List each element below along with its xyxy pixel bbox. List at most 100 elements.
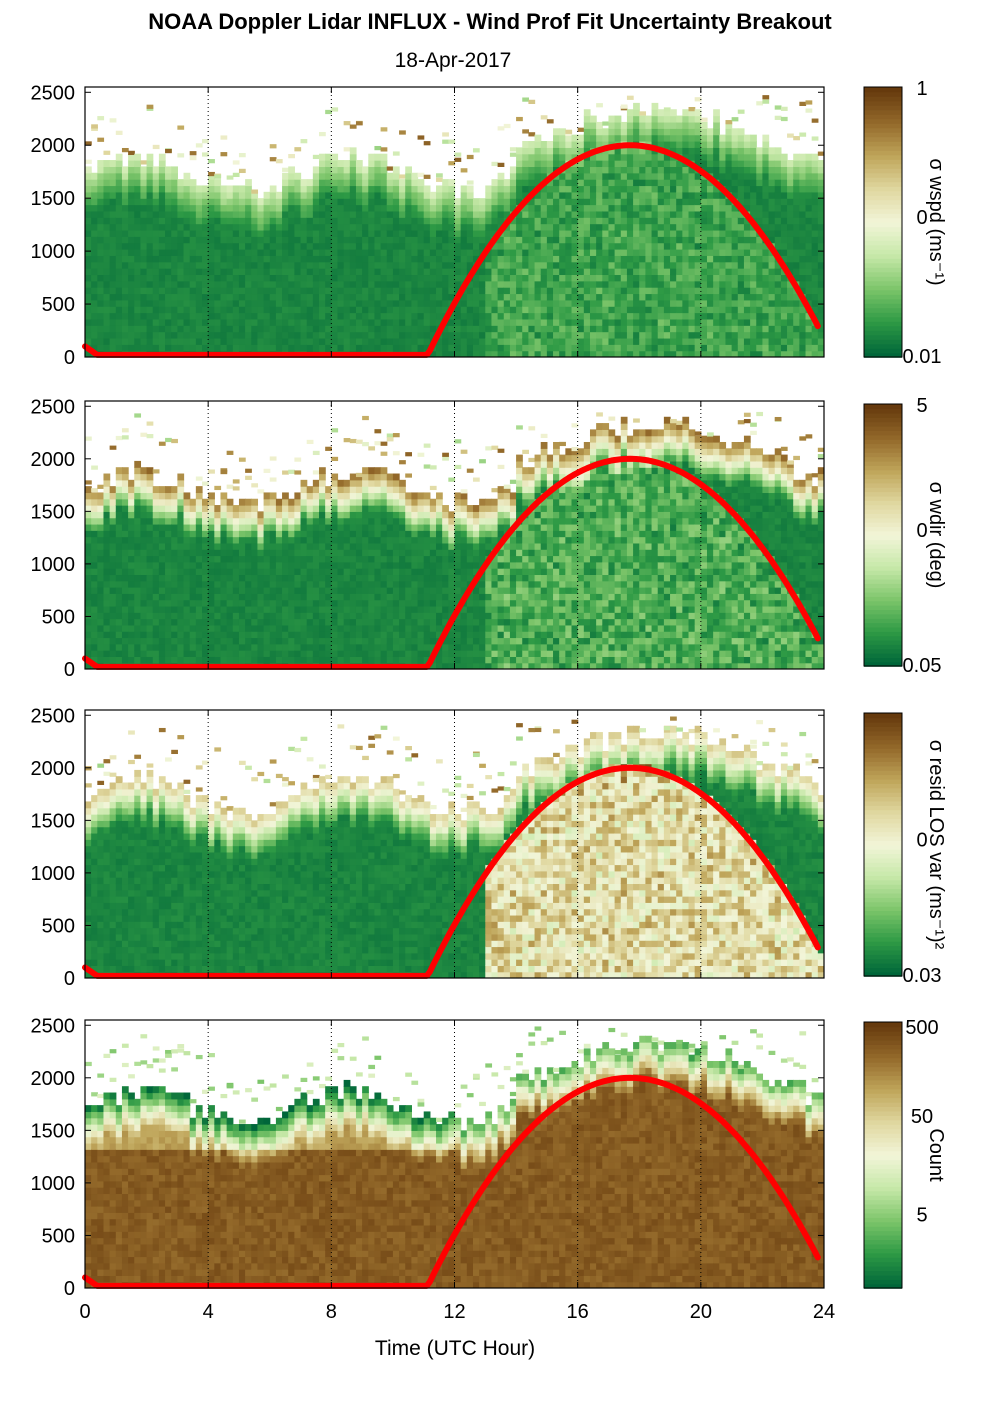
heatmap-cell	[454, 312, 462, 320]
heatmap-cell	[189, 217, 197, 225]
heatmap-cell	[626, 166, 634, 174]
heatmap-cell	[417, 268, 425, 276]
heatmap-cell	[152, 624, 160, 632]
heatmap-cell	[232, 185, 240, 193]
heatmap-cell	[509, 350, 517, 357]
heatmap-cell	[134, 255, 142, 263]
heatmap-cell	[202, 255, 209, 263]
heatmap-cell	[183, 185, 191, 193]
heatmap-cell	[91, 261, 98, 269]
colorbar-step	[864, 253, 902, 259]
colorbar-step	[864, 96, 902, 102]
heatmap-cell	[152, 229, 160, 237]
heatmap-cell	[238, 299, 246, 307]
heatmap-cell	[202, 306, 209, 314]
heatmap-cell	[103, 643, 111, 651]
heatmap-cell	[448, 191, 456, 199]
heatmap-cell	[232, 650, 240, 657]
heatmap-cell	[121, 268, 129, 276]
heatmap-cell	[817, 179, 824, 187]
heatmap-cell	[596, 318, 603, 326]
heatmap-cell	[245, 517, 252, 525]
heatmap-cell	[620, 331, 628, 339]
heatmap-cell	[620, 312, 628, 320]
heatmap-cell	[263, 536, 271, 544]
heatmap-cell	[337, 160, 345, 168]
heatmap-cell	[368, 287, 376, 295]
heatmap-cell	[128, 605, 135, 613]
heatmap-cell	[177, 643, 185, 651]
heatmap-cell	[583, 223, 591, 231]
heatmap-cell	[226, 450, 234, 455]
heatmap-cell	[743, 350, 751, 357]
heatmap-cell	[263, 530, 271, 538]
heatmap-cell	[565, 141, 573, 148]
heatmap-cell	[559, 306, 566, 314]
heatmap-cell	[195, 643, 203, 651]
heatmap-cell	[214, 287, 222, 295]
heatmap-cell	[448, 255, 456, 263]
heatmap-cell	[577, 236, 585, 244]
heatmap-cell	[663, 191, 671, 199]
heatmap-cell	[750, 147, 757, 155]
heatmap-cell	[553, 261, 560, 269]
heatmap-cell	[670, 274, 677, 282]
heatmap-cell	[275, 229, 283, 237]
heatmap-cell	[559, 160, 566, 168]
heatmap-cell	[768, 261, 776, 269]
heatmap-cell	[516, 287, 523, 295]
heatmap-cell	[152, 261, 160, 269]
heatmap-cell	[626, 210, 634, 218]
heatmap-cell	[805, 166, 813, 174]
heatmap-cell	[214, 624, 222, 632]
heatmap-cell	[386, 325, 394, 333]
heatmap-cell	[534, 134, 542, 142]
heatmap-cell	[700, 229, 708, 237]
heatmap-cell	[756, 312, 764, 320]
heatmap-cell	[189, 255, 197, 263]
heatmap-cell	[282, 280, 289, 288]
heatmap-cell	[577, 344, 585, 352]
heatmap-cell	[639, 242, 647, 250]
heatmap-cell	[294, 217, 302, 225]
heatmap-cell	[343, 217, 351, 225]
heatmap-cell	[731, 179, 739, 187]
heatmap-cell	[189, 624, 197, 632]
heatmap-cell	[559, 249, 566, 256]
heatmap-cell	[516, 249, 523, 256]
heatmap-cell	[768, 350, 776, 357]
heatmap-cell	[657, 242, 665, 250]
heatmap-cell	[152, 185, 160, 193]
heatmap-cell	[134, 599, 142, 607]
heatmap-cell	[146, 536, 154, 544]
heatmap-cell	[417, 229, 425, 237]
heatmap-cell	[534, 280, 542, 288]
heatmap-cell	[251, 483, 259, 488]
heatmap-cell	[362, 166, 369, 174]
heatmap-cell	[676, 350, 683, 357]
heatmap-cell	[411, 261, 419, 269]
heatmap-cell	[682, 344, 690, 352]
heatmap-cell	[589, 134, 597, 142]
heatmap-cell	[134, 656, 142, 664]
heatmap-cell	[768, 198, 776, 206]
heatmap-cell	[663, 268, 671, 276]
heatmap-cell	[509, 185, 517, 193]
heatmap-cell	[546, 306, 554, 314]
heatmap-cell	[743, 325, 751, 333]
heatmap-cell	[620, 274, 628, 282]
heatmap-cell	[368, 217, 376, 225]
heatmap-cell	[417, 325, 425, 333]
heatmap-cell	[787, 306, 794, 314]
heatmap-cell	[448, 312, 456, 320]
heatmap-cell	[263, 299, 271, 307]
heatmap-cell	[109, 191, 117, 199]
heatmap-cell	[103, 242, 111, 250]
heatmap-cell	[171, 523, 178, 531]
heatmap-cell	[251, 293, 259, 301]
heatmap-cell	[300, 268, 308, 276]
heatmap-cell	[85, 436, 92, 441]
heatmap-cell	[583, 134, 591, 142]
heatmap-cell	[633, 249, 640, 256]
heatmap-cell	[516, 166, 523, 174]
